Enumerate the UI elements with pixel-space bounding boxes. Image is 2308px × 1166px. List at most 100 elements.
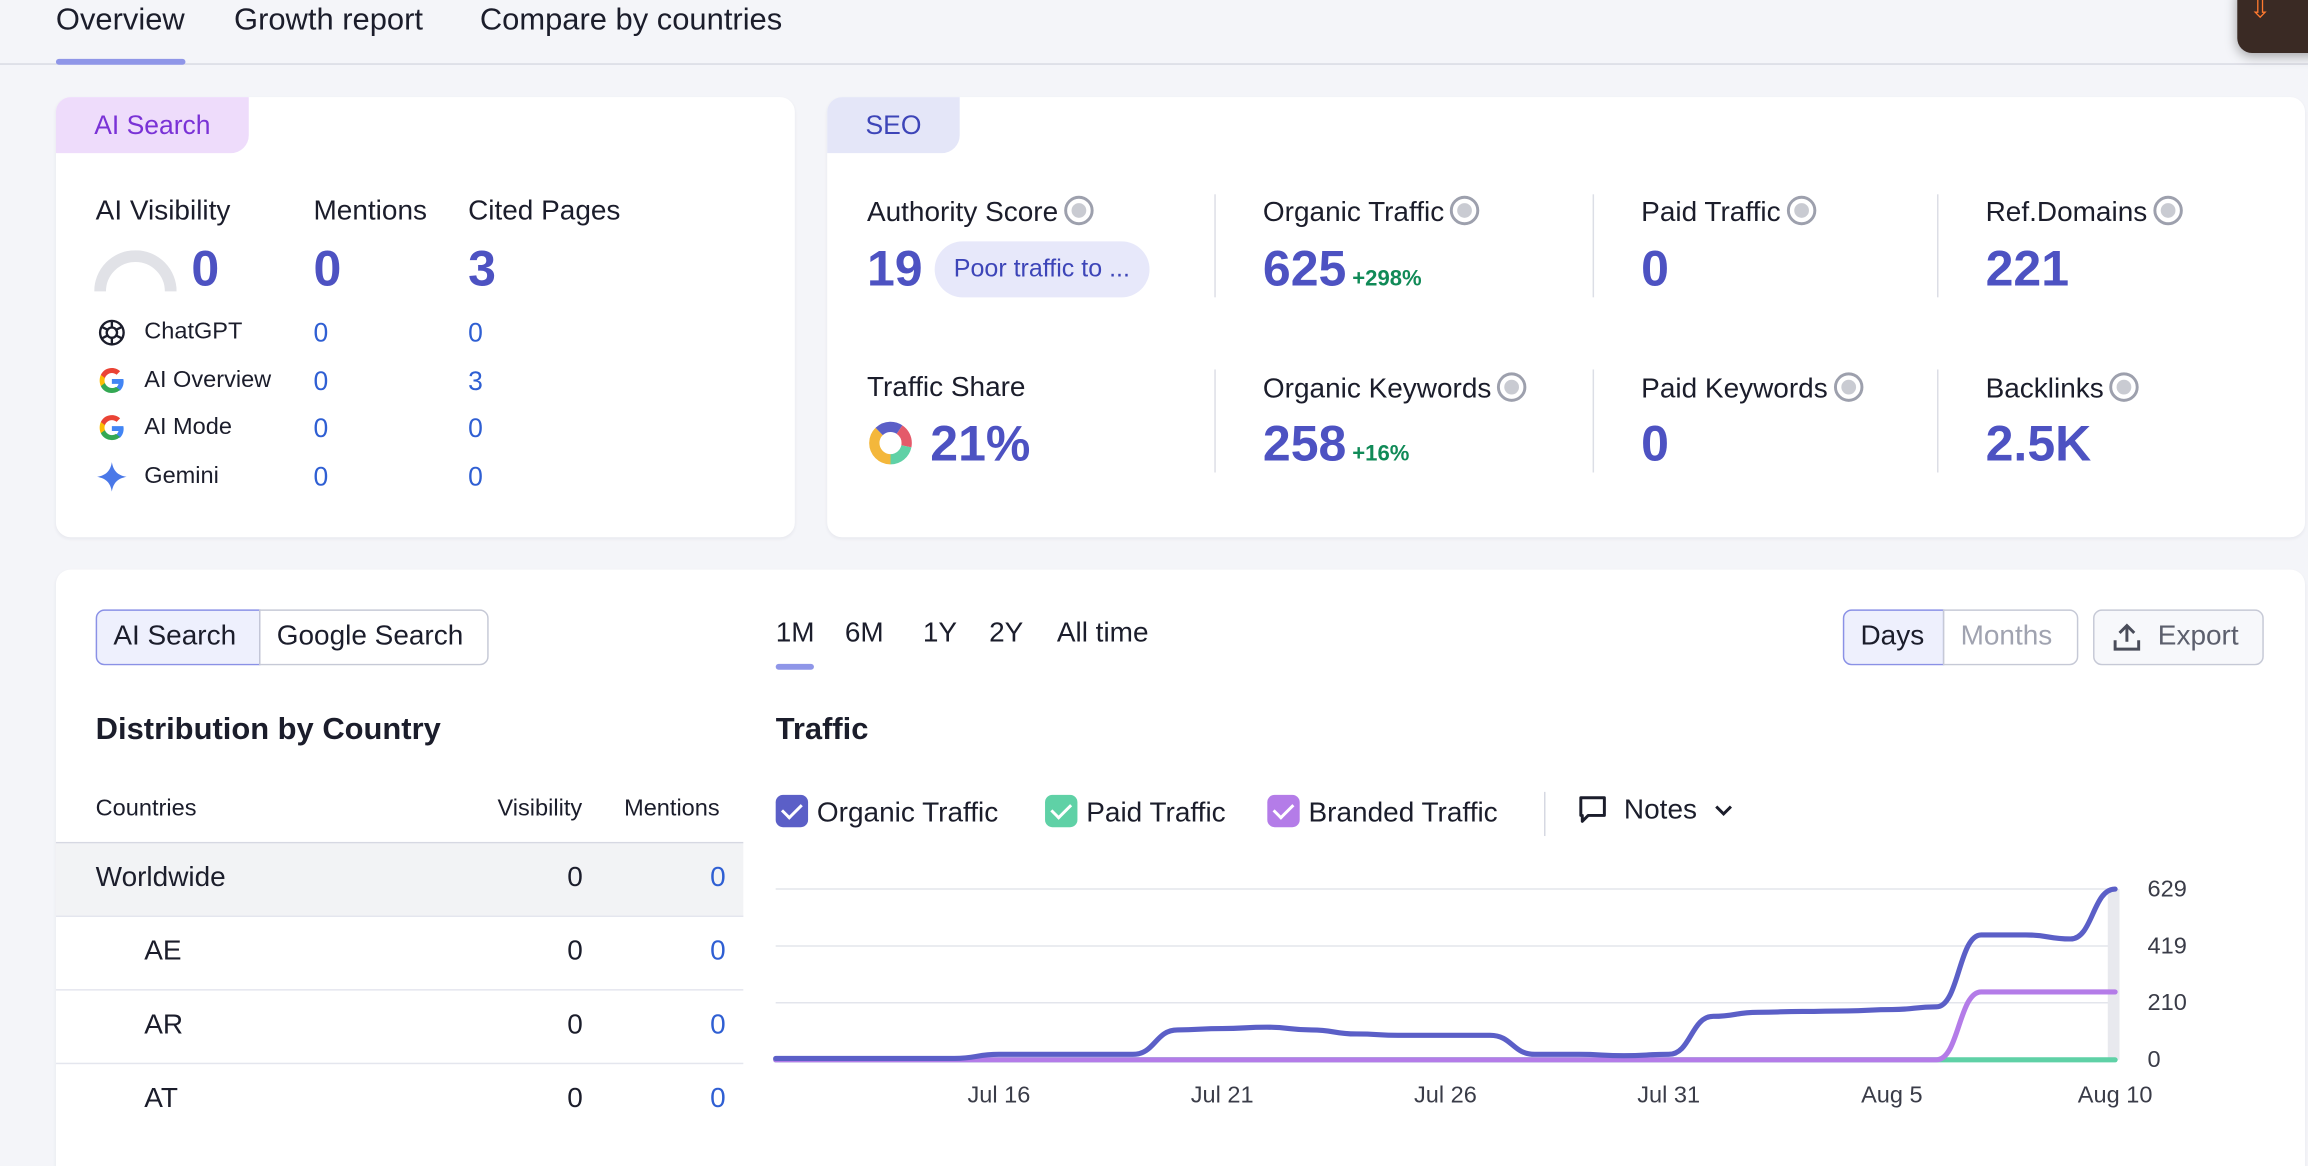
visibility-header[interactable]: Visibility (497, 796, 583, 822)
source-gemini-label: Gemini (144, 463, 219, 489)
notes-dropdown[interactable]: Notes (1578, 795, 1734, 827)
legend-label: Branded Traffic (1308, 797, 1498, 829)
backlinks-label: Backlinks (1985, 372, 2140, 406)
authority-score-label-text: Authority Score (866, 197, 1059, 229)
traffic-status-badge[interactable]: Poor traffic to ... (934, 241, 1150, 298)
mentions-cell[interactable]: 0 (710, 936, 726, 968)
gemini-icon (97, 462, 127, 492)
export-button[interactable]: Export (2093, 609, 2264, 666)
legend-branded-traffic[interactable]: Branded Traffic (1267, 794, 1498, 830)
checkbox-icon[interactable] (1267, 794, 1300, 828)
country-cell: AR (144, 1009, 184, 1041)
visibility-gauge-icon (94, 250, 177, 292)
countries-header[interactable]: Countries (95, 796, 197, 822)
gemini-cited[interactable]: 0 (468, 462, 483, 492)
ai-overview-cited[interactable]: 3 (468, 366, 483, 396)
table-row[interactable]: Worldwide 0 0 (55, 843, 744, 917)
chatgpt-mentions[interactable]: 0 (313, 317, 329, 348)
cited-pages-label: Cited Pages (468, 195, 621, 227)
days-toggle[interactable]: Days (1842, 609, 1945, 666)
organic-traffic-value[interactable]: 625 +298% (1263, 241, 1422, 298)
months-toggle[interactable]: Months (1942, 609, 2079, 666)
organic-traffic-label-text: Organic Traffic (1262, 197, 1445, 229)
ai-mode-mentions[interactable]: 0 (313, 413, 329, 444)
table-row[interactable]: AR 0 0 (55, 991, 744, 1065)
gemini-mentions[interactable]: 0 (313, 462, 329, 492)
info-icon[interactable] (1064, 195, 1094, 226)
period-6m[interactable]: 6M (844, 618, 884, 650)
backlinks-label-text: Backlinks (1985, 373, 2104, 405)
header-divider (55, 841, 744, 844)
source-ai-overview-label: AI Overview (144, 367, 272, 393)
visibility-cell: 0 (567, 862, 583, 894)
ai-visibility-label: AI Visibility (95, 195, 231, 227)
mentions-label: Mentions (313, 195, 428, 227)
paid-traffic-value[interactable]: 0 (1641, 241, 1670, 298)
tab-compare-by-countries[interactable]: Compare by countries (479, 2, 783, 37)
table-row[interactable]: AE 0 0 (55, 917, 744, 991)
google-icon (99, 367, 124, 393)
backlinks-value[interactable]: 2.5K (1985, 416, 2092, 473)
period-1y[interactable]: 1Y (922, 618, 958, 650)
info-icon[interactable] (2109, 372, 2140, 402)
ai-mode-cited[interactable]: 0 (468, 413, 483, 444)
info-icon[interactable] (2153, 195, 2183, 226)
ai-search-toggle[interactable]: AI Search (95, 609, 261, 666)
divider (1937, 369, 1939, 473)
mentions-cell[interactable]: 0 (710, 1083, 726, 1115)
checkbox-icon[interactable] (775, 794, 809, 828)
legend-label: Paid Traffic (1086, 797, 1226, 829)
table-row[interactable]: AT 0 0 (56, 1064, 743, 1138)
organic-keywords-value[interactable]: 258 +16% (1263, 417, 1410, 474)
ai-search-card: AI Search AI Visibility Mentions Cited P… (55, 97, 795, 538)
traffic-chart[interactable]: 0 210 419 629 Jul 16 Jul 21 Jul 26 Jul 31 Aug 5 A… (765, 868, 2237, 1118)
traffic-share-donut-icon (869, 421, 912, 465)
organic-traffic-label: Organic Traffic (1262, 195, 1480, 230)
mentions-header[interactable]: Mentions (624, 796, 720, 822)
checkbox-icon[interactable] (1045, 794, 1078, 828)
info-icon[interactable] (1497, 372, 1527, 402)
period-1m[interactable]: 1M (775, 618, 816, 670)
info-icon[interactable] (1786, 195, 1816, 226)
notes-label: Notes (1623, 794, 1697, 826)
chatgpt-icon (98, 319, 125, 346)
paid-keywords-label: Paid Keywords (1641, 372, 1864, 406)
period-2y[interactable]: 2Y (989, 618, 1024, 650)
tab-overview[interactable]: Overview (55, 2, 185, 65)
chatgpt-cited[interactable]: 0 (468, 317, 483, 348)
series-line-branded-traffic[interactable] (773, 989, 2118, 1063)
ai-visibility-value: 0 (191, 241, 220, 298)
ai-overview-mentions[interactable]: 0 (313, 366, 329, 396)
y-tick-label: 0 (2148, 1046, 2161, 1072)
legend-label: Organic Traffic (816, 797, 999, 829)
mentions-cell[interactable]: 0 (710, 1009, 726, 1041)
source-ai-mode-label: AI Mode (144, 415, 232, 441)
ref-domains-label-text: Ref.Domains (1985, 197, 2148, 229)
ref-domains-value[interactable]: 221 (1985, 241, 2070, 298)
series-line-organic-traffic[interactable] (773, 886, 2118, 1061)
mentions-cell[interactable]: 0 (710, 862, 726, 894)
legend-organic-traffic[interactable]: Organic Traffic (775, 794, 999, 830)
x-tick-label: Jul 26 (1414, 1081, 1477, 1107)
info-icon[interactable] (1833, 372, 1864, 402)
authority-score-value[interactable]: 19 (866, 241, 923, 298)
google-search-toggle[interactable]: Google Search (259, 609, 489, 666)
seo-tag: SEO (827, 97, 960, 154)
seo-card: SEO Authority Score 19 Poor traffic to .… (827, 97, 2305, 538)
download-button[interactable]: ⇩ (2237, 0, 2308, 53)
period-all-time[interactable]: All time (1056, 618, 1149, 650)
tab-growth-report[interactable]: Growth report (234, 2, 424, 37)
traffic-title: Traffic (775, 712, 869, 747)
top-tabs: Overview Growth report Compare by countr… (0, 0, 2308, 65)
x-tick-label: Aug 5 (1861, 1081, 1923, 1107)
traffic-share-value[interactable]: 21% (930, 416, 1031, 473)
download-icon: ⇩ (2249, 0, 2272, 24)
paid-traffic-label: Paid Traffic (1641, 195, 1816, 230)
comment-icon (1579, 796, 1606, 823)
authority-score-label: Authority Score (866, 195, 1094, 230)
info-icon[interactable] (1450, 195, 1480, 226)
paid-keywords-value[interactable]: 0 (1641, 416, 1670, 473)
y-tick-label: 210 (2148, 989, 2187, 1015)
legend-paid-traffic[interactable]: Paid Traffic (1045, 794, 1226, 830)
